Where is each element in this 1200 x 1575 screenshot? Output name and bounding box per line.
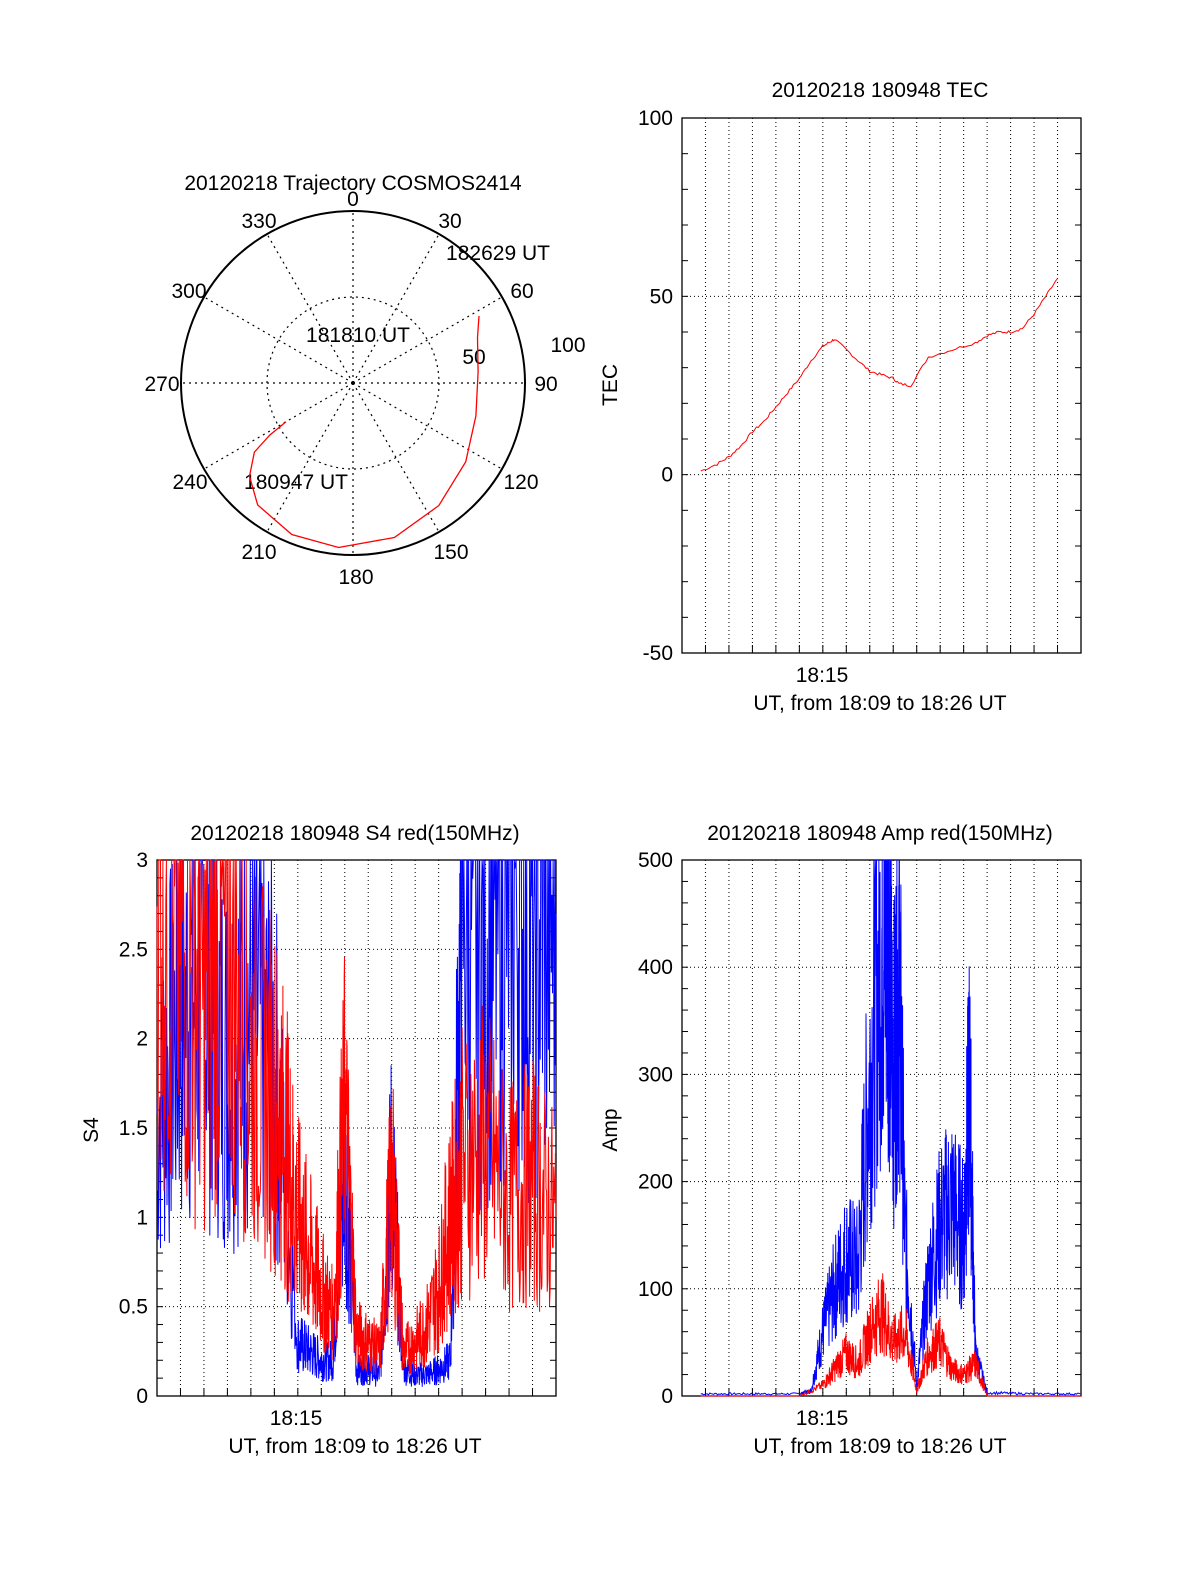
y-tick-label: 0.5 bbox=[119, 1296, 148, 1319]
polar-azimuth-label: 330 bbox=[241, 210, 276, 233]
polar-azimuth-label: 300 bbox=[171, 280, 206, 303]
polar-azimuth-label: 210 bbox=[241, 541, 276, 564]
polar-series bbox=[248, 315, 480, 549]
y-tick-label: 100 bbox=[638, 107, 673, 130]
tec-y-axis-label: TEC bbox=[599, 364, 622, 406]
y-tick-label: 0 bbox=[661, 1385, 673, 1408]
polar-plot: 20120218 Trajectory COSMOS2414 0 30 60 90 12… bbox=[144, 172, 585, 589]
y-tick-label: 1 bbox=[136, 1206, 148, 1229]
series-line bbox=[156, 858, 557, 1387]
series-line bbox=[700, 1273, 1081, 1397]
y-tick-label: 100 bbox=[638, 1278, 673, 1301]
tec-axes: -50 0 50 100 18:15 bbox=[638, 107, 1082, 687]
polar-point-label: 181810 UT bbox=[306, 324, 410, 347]
y-tick-label: 0 bbox=[661, 464, 673, 487]
y-tick-label: -50 bbox=[643, 642, 673, 665]
polar-spoke bbox=[352, 382, 503, 470]
polar-azimuth-label: 120 bbox=[503, 471, 538, 494]
s4-plot: 20120218 180948 S4 red(150MHz) S4 UT, fr… bbox=[80, 822, 557, 1458]
polar-azimuth-label: 270 bbox=[144, 373, 179, 396]
y-tick-label: 1.5 bbox=[119, 1117, 148, 1140]
amp-y-axis-label: Amp bbox=[599, 1108, 622, 1151]
polar-point-label: 180947 UT bbox=[244, 471, 348, 494]
amp-series bbox=[700, 859, 1082, 1397]
polar-trajectory-line bbox=[248, 315, 480, 549]
polar-outer-ring bbox=[180, 210, 526, 556]
series-line bbox=[700, 859, 1082, 1397]
x-tick-label: 18:15 bbox=[270, 1407, 323, 1430]
polar-azimuth-label: 0 bbox=[347, 188, 359, 211]
polar-spoke bbox=[266, 233, 354, 384]
polar-azimuth-label: 150 bbox=[433, 541, 468, 564]
y-tick-label: 400 bbox=[638, 956, 673, 979]
polar-azimuth-label: 240 bbox=[172, 471, 207, 494]
polar-azimuth-label: 90 bbox=[534, 373, 557, 396]
tec-plot: 20120218 180948 TEC TEC UT, from 18:09 t… bbox=[599, 79, 1082, 715]
tec-title: 20120218 180948 TEC bbox=[772, 79, 989, 102]
x-tick-label: 18:15 bbox=[796, 1407, 849, 1430]
polar-spoke bbox=[266, 382, 354, 533]
polar-azimuth-label: 180 bbox=[338, 566, 373, 589]
plot-frame bbox=[681, 859, 1082, 1397]
polar-spoke bbox=[352, 382, 440, 533]
polar-spoke bbox=[352, 233, 440, 384]
polar-spoke bbox=[352, 296, 503, 384]
polar-azimuth-label: 30 bbox=[438, 210, 461, 233]
polar-grid bbox=[180, 210, 526, 556]
polar-elevation-label: 100 bbox=[550, 334, 585, 357]
series-line bbox=[700, 278, 1058, 472]
s4-series bbox=[156, 858, 557, 1387]
y-tick-label: 300 bbox=[638, 1063, 673, 1086]
y-tick-label: 500 bbox=[638, 849, 673, 872]
plot-frame bbox=[681, 117, 1082, 654]
polar-elevation-label: 50 bbox=[462, 346, 485, 369]
series-line bbox=[156, 859, 557, 1376]
tec-x-axis-label: UT, from 18:09 to 18:26 UT bbox=[753, 692, 1006, 715]
tec-series bbox=[700, 278, 1058, 472]
amp-plot: 20120218 180948 Amp red(150MHz) Amp UT, … bbox=[599, 822, 1082, 1458]
s4-title: 20120218 180948 S4 red(150MHz) bbox=[190, 822, 519, 845]
y-tick-label: 3 bbox=[136, 849, 148, 872]
polar-spoke bbox=[203, 296, 354, 384]
polar-spoke bbox=[203, 382, 354, 470]
x-tick-label: 18:15 bbox=[796, 664, 849, 687]
polar-azimuth-label: 60 bbox=[510, 280, 533, 303]
polar-point-label: 182629 UT bbox=[446, 242, 550, 265]
s4-y-axis-label: S4 bbox=[80, 1117, 103, 1143]
amp-title: 20120218 180948 Amp red(150MHz) bbox=[707, 822, 1053, 845]
y-tick-label: 50 bbox=[650, 285, 673, 308]
amp-axes: 0 100 200 300 400 500 18:15 bbox=[638, 849, 1082, 1430]
y-tick-label: 200 bbox=[638, 1171, 673, 1194]
s4-x-axis-label: UT, from 18:09 to 18:26 UT bbox=[228, 1435, 481, 1458]
y-tick-label: 2 bbox=[136, 1028, 148, 1051]
amp-x-axis-label: UT, from 18:09 to 18:26 UT bbox=[753, 1435, 1006, 1458]
polar-labels: 0 30 60 90 120 150 180 210 240 270 300 330 50 100 1826… bbox=[144, 188, 585, 589]
y-tick-label: 2.5 bbox=[119, 938, 148, 961]
y-tick-label: 0 bbox=[136, 1385, 148, 1408]
polar-title: 20120218 Trajectory COSMOS2414 bbox=[184, 172, 522, 195]
